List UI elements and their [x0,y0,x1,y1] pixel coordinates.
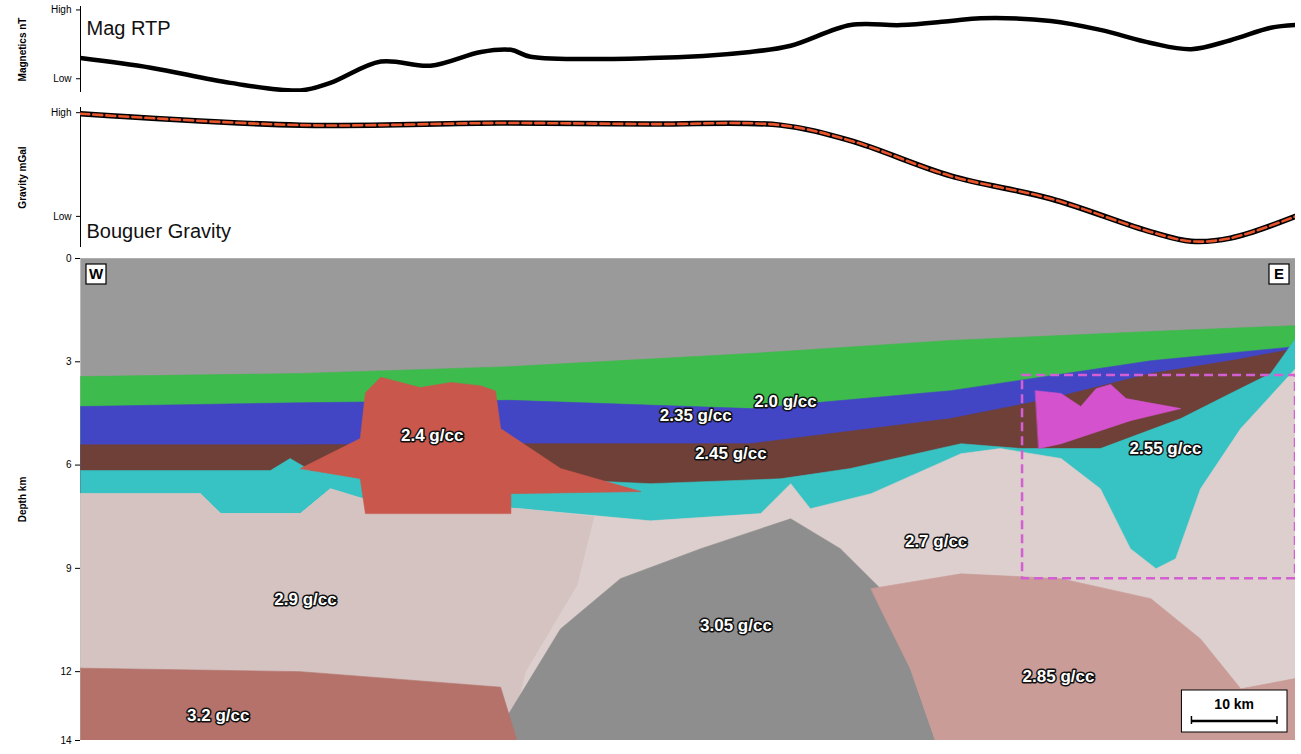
svg-text:3.05 g/cc: 3.05 g/cc [700,616,772,635]
svg-text:12: 12 [60,666,72,677]
svg-text:3.2 g/cc: 3.2 g/cc [187,706,249,725]
svg-text:2.45 g/cc: 2.45 g/cc [695,444,767,463]
svg-text:Low: Low [53,73,72,84]
svg-text:W: W [89,265,104,282]
svg-text:High: High [51,107,72,118]
svg-text:3: 3 [66,356,72,367]
svg-text:14: 14 [60,735,72,746]
svg-text:2.7 g/cc: 2.7 g/cc [905,532,967,551]
svg-text:2.55 g/cc: 2.55 g/cc [1130,439,1202,458]
svg-text:2.35 g/cc: 2.35 g/cc [660,406,732,425]
svg-text:Gravity mGal: Gravity mGal [17,146,28,208]
svg-text:10 km: 10 km [1214,696,1254,712]
svg-text:Magnetics nT: Magnetics nT [17,18,28,82]
svg-text:Mag RTP: Mag RTP [87,17,171,39]
svg-text:9: 9 [66,563,72,574]
svg-text:Low: Low [53,211,72,222]
svg-text:E: E [1274,265,1284,282]
svg-text:2.4 g/cc: 2.4 g/cc [401,426,463,445]
svg-text:Bouguer Gravity: Bouguer Gravity [87,220,232,242]
svg-text:0: 0 [66,253,72,264]
svg-text:2.85 g/cc: 2.85 g/cc [1023,667,1095,686]
svg-text:High: High [51,4,72,15]
svg-text:6: 6 [66,459,72,470]
svg-text:Depth km: Depth km [17,477,28,523]
svg-text:2.0 g/cc: 2.0 g/cc [754,392,816,411]
svg-text:2.9 g/cc: 2.9 g/cc [274,590,336,609]
